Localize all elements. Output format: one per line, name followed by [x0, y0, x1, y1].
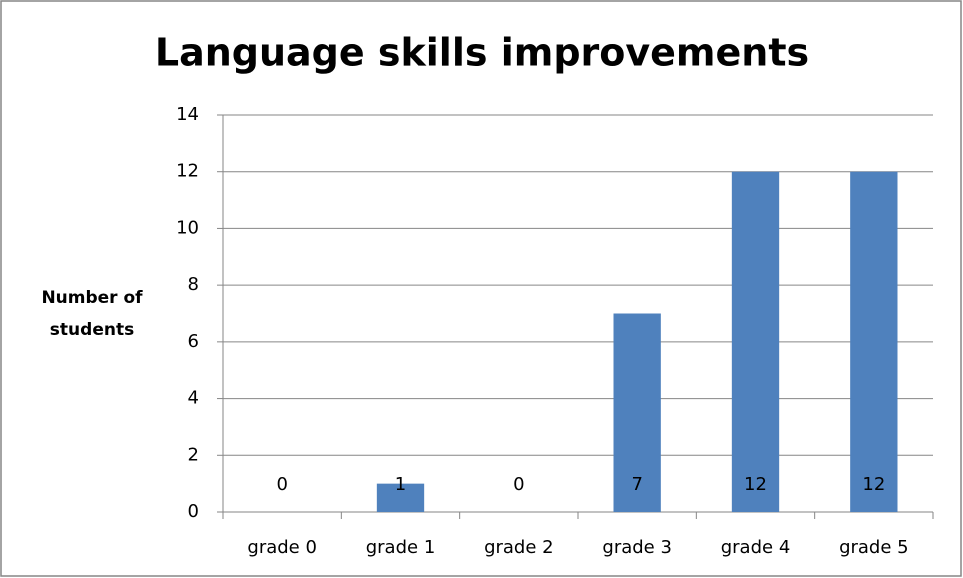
data-label: 0 — [276, 474, 287, 495]
x-tick-label: grade 5 — [839, 537, 909, 558]
y-tick-label: 14 — [176, 104, 199, 125]
bar — [850, 171, 898, 512]
y-tick-label: 4 — [188, 388, 199, 409]
y-tick-label: 2 — [188, 444, 199, 465]
y-axis-label: Number of — [41, 288, 143, 308]
y-tick-label: 6 — [188, 331, 199, 352]
data-label: 12 — [744, 474, 767, 495]
y-tick-label: 12 — [176, 161, 199, 182]
bar — [376, 483, 425, 512]
x-tick-label: grade 1 — [366, 537, 436, 558]
data-label: 1 — [395, 474, 406, 495]
y-tick-label: 10 — [176, 217, 199, 238]
x-tick-label: grade 2 — [484, 537, 554, 558]
data-label: 0 — [513, 474, 524, 495]
x-tick-label: grade 0 — [247, 537, 317, 558]
x-tick-label: grade 4 — [721, 537, 791, 558]
bar — [613, 313, 661, 512]
y-tick-label: 0 — [188, 501, 199, 522]
data-label: 7 — [631, 474, 642, 495]
y-axis-label: students — [50, 320, 134, 340]
chart-title: Language skills improvements — [155, 31, 809, 75]
data-label: 12 — [862, 474, 885, 495]
x-tick-label: grade 3 — [602, 537, 672, 558]
y-tick-label: 8 — [188, 274, 199, 295]
bar — [731, 171, 780, 512]
